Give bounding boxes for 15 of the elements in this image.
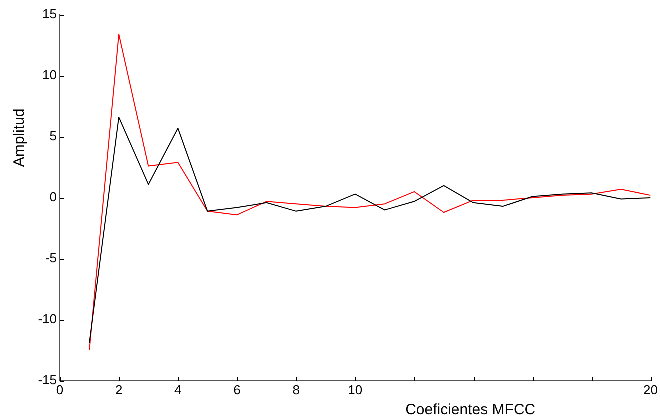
y-tick-label: -15 [38,372,57,388]
y-tick-label: 0 [50,190,57,205]
y-tick-label: 10 [42,68,57,83]
y-tick-label: -5 [45,250,57,266]
x-tick-label: 2 [115,382,123,398]
x-tick-label: 10 [348,382,363,398]
x-tick-label: 20 [644,382,658,398]
x-axis-title: Coeficientes MFCC [406,402,536,419]
y-tick-label: 15 [42,6,57,22]
x-tick-label: 6 [234,382,241,398]
y-tick-label: 5 [50,128,57,144]
y-axis-title: Amplitud [11,108,28,168]
x-tick-label: 4 [174,382,182,398]
x-tick-label: 8 [292,382,300,398]
y-tick-label: -10 [38,312,57,327]
